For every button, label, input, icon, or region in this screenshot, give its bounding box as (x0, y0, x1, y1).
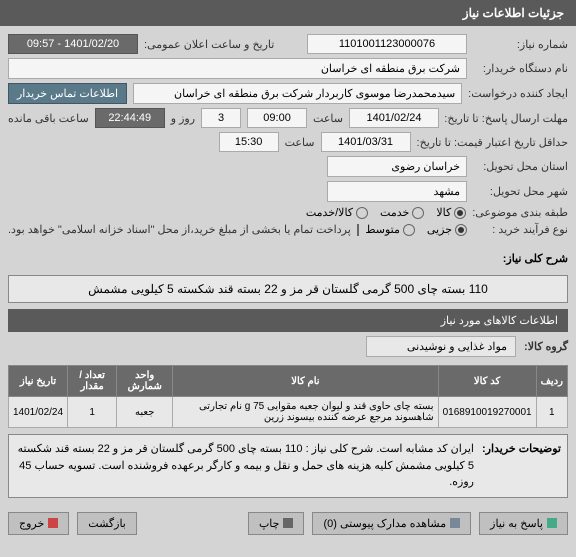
td-unit: جعبه (117, 397, 173, 428)
th-date: تاریخ نیاز (9, 366, 68, 397)
announce-field: 1401/02/20 - 09:57 (8, 34, 138, 54)
reply-icon (547, 518, 557, 528)
radio-dot-icon (454, 207, 466, 219)
remain-suffix: ساعت باقی مانده (8, 112, 89, 125)
countdown-field: 22:44:49 (95, 108, 165, 128)
process-label: نوع فرآیند خرید : (473, 223, 568, 236)
category-radio-group: کالا خدمت کالا/خدمت (306, 206, 466, 219)
days-field: 3 (201, 108, 241, 128)
validity-time-label: ساعت (285, 136, 315, 149)
radio-goods-label: کالا (436, 206, 451, 219)
buyer-field: شرکت برق منطقه ای خراسان (8, 58, 467, 79)
back-button[interactable]: بازگشت (77, 512, 137, 535)
days-suffix: روز و (171, 112, 195, 125)
buyer-desc-box: توضیحات خریدار: ایران کد مشابه است. شرح … (8, 434, 568, 498)
th-name: نام کالا (173, 366, 438, 397)
radio-medium[interactable]: متوسط (365, 223, 415, 236)
back-label: بازگشت (88, 517, 126, 530)
td-date: 1401/02/24 (9, 397, 68, 428)
deadline-date-field: 1401/02/24 (349, 108, 439, 128)
goods-table: ردیف کد کالا نام کالا واحد شمارش تعداد /… (8, 365, 568, 428)
radio-service[interactable]: خدمت (380, 206, 424, 219)
td-row: 1 (536, 397, 567, 428)
need-no-label: شماره نیاز: (473, 38, 568, 51)
province-field: خراسان رضوی (327, 156, 467, 177)
validity-label: حداقل تاریخ اعتبار قیمت: تا تاریخ: (417, 136, 568, 149)
need-title-label: شرح کلی نیاز: (0, 248, 576, 269)
exit-label: خروج (19, 517, 44, 530)
reply-label: پاسخ به نیاز (490, 517, 543, 530)
category-label: طبقه بندی موضوعی: (472, 206, 568, 219)
deadline-label: مهلت ارسال پاسخ: تا تاریخ: (445, 112, 568, 125)
radio-medium-label: متوسط (365, 223, 400, 236)
print-icon (283, 518, 293, 528)
th-code: کد کالا (438, 366, 536, 397)
buyer-desc-label: توضیحات خریدار: (482, 441, 561, 491)
form-area: شماره نیاز: 1101001123000076 تاریخ و ساع… (0, 26, 576, 248)
requester-field: سیدمحمدرضا موسوی کاربردار شرکت برق منطقه… (133, 83, 462, 104)
pay-note: پرداخت تمام یا بخشی از مبلغ خرید،از محل … (8, 223, 351, 236)
province-label: استان محل تحویل: (473, 160, 568, 173)
print-label: چاپ (259, 517, 280, 530)
th-row: ردیف (536, 366, 567, 397)
radio-both-label: کالا/خدمت (306, 206, 353, 219)
radio-circle-icon (356, 207, 368, 219)
deadline-time-field: 09:00 (247, 108, 307, 128)
exit-button[interactable]: خروج (8, 512, 69, 535)
validity-time-field: 15:30 (219, 132, 279, 152)
exit-icon (48, 518, 58, 528)
buyer-desc-text: ایران کد مشابه است. شرح کلی نیاز : 110 ب… (15, 441, 474, 491)
radio-partial[interactable]: جزیی (427, 223, 467, 236)
footer-buttons: پاسخ به نیاز مشاهده مدارک پیوستی (0) چاپ… (0, 504, 576, 543)
validity-date-field: 1401/03/31 (321, 132, 411, 152)
td-code: 0168910019270001 (438, 397, 536, 428)
radio-circle-icon (412, 207, 424, 219)
pay-checkbox[interactable] (357, 224, 360, 236)
city-label: شهر محل تحویل: (473, 185, 568, 198)
radio-both[interactable]: کالا/خدمت (306, 206, 368, 219)
radio-dot-icon (455, 224, 467, 236)
group-field: مواد غذایی و نوشیدنی (366, 336, 516, 357)
panel-title: جزئیات اطلاعات نیاز (463, 6, 564, 20)
deadline-time-label: ساعت (313, 112, 343, 125)
table-row: 1 0168910019270001 بسته چای حاوی قند و ل… (9, 397, 568, 428)
goods-section-header: اطلاعات کالاهای مورد نیاز (8, 309, 568, 332)
radio-goods[interactable]: کالا (436, 206, 466, 219)
buyer-label: نام دستگاه خریدار: (473, 62, 568, 75)
th-unit: واحد شمارش (117, 366, 173, 397)
attach-label: مشاهده مدارک پیوستی (0) (323, 517, 446, 530)
need-no-field: 1101001123000076 (307, 34, 467, 54)
radio-circle-icon (403, 224, 415, 236)
announce-label: تاریخ و ساعت اعلان عمومی: (144, 38, 274, 51)
td-qty: 1 (68, 397, 117, 428)
contact-buyer-button[interactable]: اطلاعات تماس خریدار (8, 83, 127, 104)
need-title-box: 110 بسته چای 500 گرمی گلستان قر مز و 22 … (8, 275, 568, 303)
process-radio-group: جزیی متوسط (365, 223, 467, 236)
table-header-row: ردیف کد کالا نام کالا واحد شمارش تعداد /… (9, 366, 568, 397)
panel-header: جزئیات اطلاعات نیاز (0, 0, 576, 26)
group-label: گروه کالا: (524, 340, 568, 353)
td-name: بسته چای حاوی قند و لیوان جعبه مقوایی 75… (173, 397, 438, 428)
city-field: مشهد (327, 181, 467, 202)
th-qty: تعداد / مقدار (68, 366, 117, 397)
print-button[interactable]: چاپ (248, 512, 305, 535)
requester-label: ایجاد کننده درخواست: (468, 87, 568, 100)
attach-icon (450, 518, 460, 528)
attachments-button[interactable]: مشاهده مدارک پیوستی (0) (312, 512, 471, 535)
reply-button[interactable]: پاسخ به نیاز (479, 512, 568, 535)
radio-partial-label: جزیی (427, 223, 452, 236)
radio-service-label: خدمت (380, 206, 409, 219)
